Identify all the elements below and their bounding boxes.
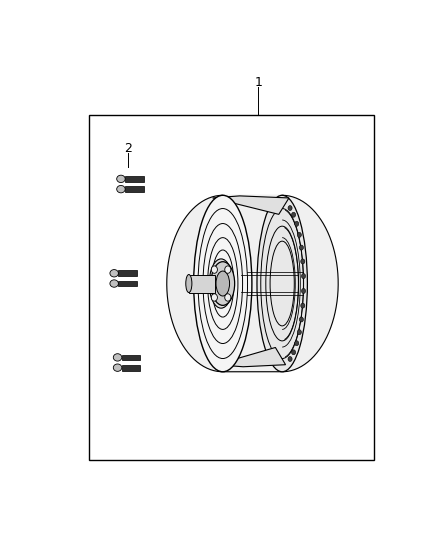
Ellipse shape bbox=[186, 274, 192, 293]
Ellipse shape bbox=[117, 175, 125, 183]
Bar bbox=[88, 115, 374, 460]
Text: 1: 1 bbox=[254, 76, 262, 89]
Circle shape bbox=[211, 266, 217, 273]
Bar bbox=[122, 354, 140, 360]
Ellipse shape bbox=[117, 185, 125, 193]
Text: 2: 2 bbox=[124, 142, 132, 155]
Ellipse shape bbox=[216, 271, 230, 296]
Circle shape bbox=[292, 212, 296, 217]
Ellipse shape bbox=[113, 364, 122, 372]
Circle shape bbox=[295, 221, 299, 227]
Ellipse shape bbox=[209, 259, 233, 308]
Bar bbox=[118, 281, 137, 286]
Polygon shape bbox=[212, 196, 289, 214]
Ellipse shape bbox=[257, 195, 307, 372]
Ellipse shape bbox=[211, 262, 235, 305]
Circle shape bbox=[225, 266, 231, 273]
Circle shape bbox=[288, 206, 292, 211]
Bar bbox=[125, 176, 144, 182]
Bar bbox=[125, 186, 144, 192]
Circle shape bbox=[301, 259, 305, 264]
Circle shape bbox=[301, 288, 306, 294]
Bar bbox=[122, 365, 140, 370]
Bar bbox=[189, 274, 215, 293]
Bar bbox=[118, 270, 137, 276]
Circle shape bbox=[225, 294, 231, 301]
Circle shape bbox=[301, 303, 305, 308]
Circle shape bbox=[211, 294, 217, 301]
Ellipse shape bbox=[110, 280, 118, 287]
Circle shape bbox=[297, 232, 301, 237]
Ellipse shape bbox=[113, 354, 122, 361]
Polygon shape bbox=[216, 348, 286, 367]
Circle shape bbox=[297, 330, 301, 335]
Ellipse shape bbox=[110, 270, 118, 277]
Polygon shape bbox=[167, 195, 338, 372]
Ellipse shape bbox=[194, 195, 252, 372]
Circle shape bbox=[288, 357, 292, 361]
Circle shape bbox=[301, 273, 306, 279]
Circle shape bbox=[299, 245, 304, 250]
Circle shape bbox=[299, 317, 304, 322]
Circle shape bbox=[295, 341, 299, 346]
Circle shape bbox=[292, 350, 296, 355]
